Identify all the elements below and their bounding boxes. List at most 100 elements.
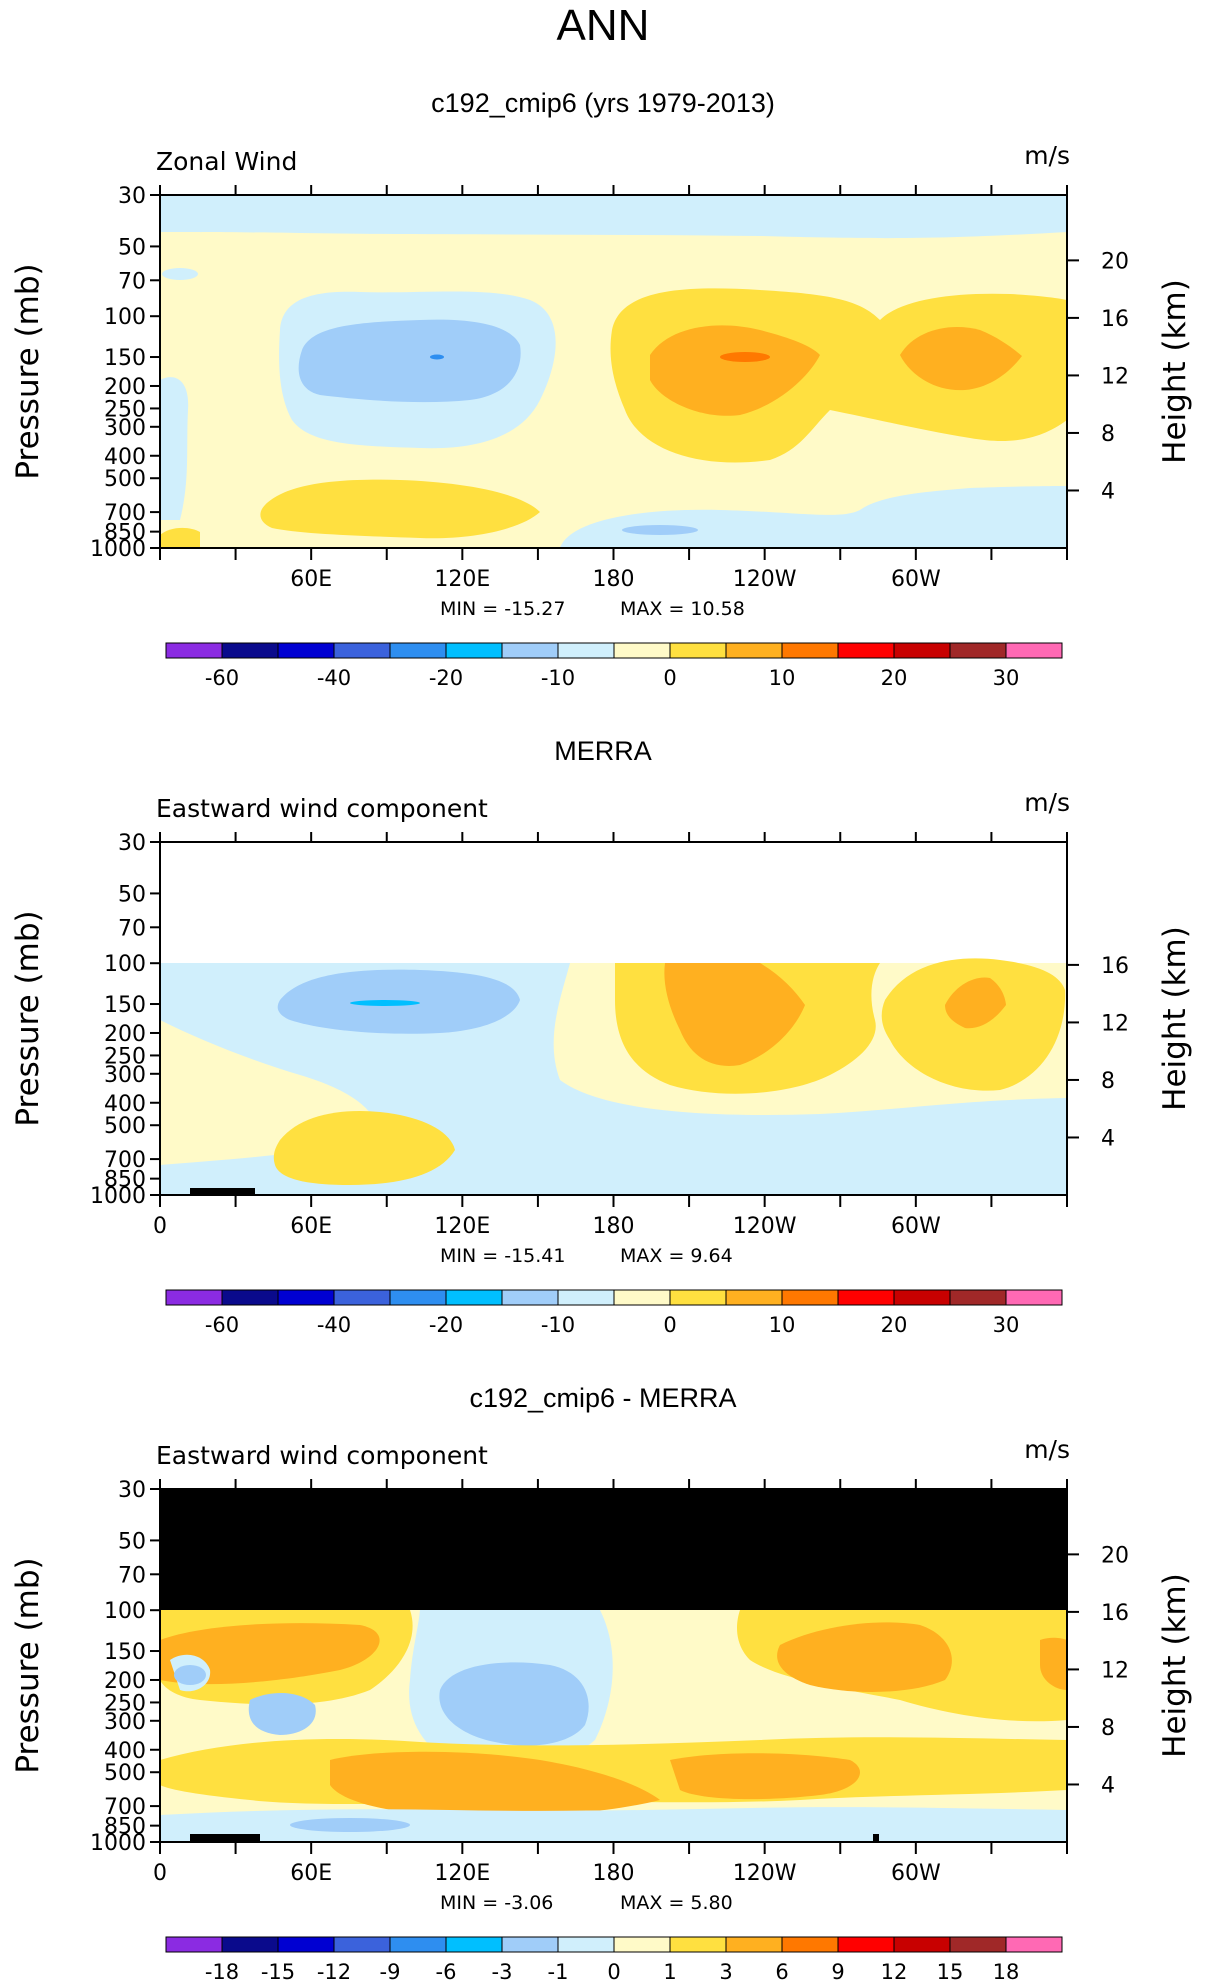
pressure-tick-label: 50: [118, 235, 146, 260]
colorbar-swatch: [221, 1289, 279, 1306]
colorbar-swatch: [613, 642, 671, 659]
contour-pos-west-core: [160, 1623, 380, 1685]
colorbar-label: 0: [607, 1960, 620, 1984]
height-tick-label: 20: [1101, 249, 1129, 274]
colorbar-swatch: [613, 1936, 671, 1953]
pressure-tick-label: 150: [104, 1640, 146, 1665]
y-axis-title: Pressure (mb): [10, 1557, 46, 1773]
colorbar-swatch: [221, 1936, 279, 1953]
colorbar-swatch: [837, 642, 895, 659]
y2-axis-title: Height (km): [1157, 1573, 1193, 1758]
pressure-tick-label: 250: [104, 397, 146, 422]
colorbar-swatch: [277, 1936, 335, 1953]
contour-neg-surface: [160, 1807, 1067, 1842]
panel-diff: c192_cmip6 - MERRA Eastward wind compone…: [156, 1383, 1070, 1843]
pressure-tick-label: 400: [104, 1092, 146, 1117]
lon-tick-label: 180: [593, 1861, 635, 1886]
lon-tick-label: 120W: [733, 1861, 797, 1886]
pressure-tick-label: 250: [104, 1044, 146, 1069]
colorbar-swatch: [781, 642, 839, 659]
colorbar-swatch: [781, 1936, 839, 1953]
pressure-tick-label: 150: [104, 993, 146, 1018]
colorbar-label: -20: [429, 666, 463, 690]
colorbar-label: -10: [541, 666, 575, 690]
colorbar-label: -3: [492, 1960, 513, 1984]
y2-axis-title: Height (km): [1157, 279, 1193, 464]
colorbar-swatch: [445, 642, 503, 659]
colorbar-swatch: [837, 1936, 895, 1953]
contour-neg-core: [439, 1662, 589, 1746]
pressure-tick-label: 300: [104, 1063, 146, 1088]
panel-obs: MERRA Eastward wind component m/s: [156, 736, 1070, 1196]
lon-tick-label: 0: [153, 1214, 167, 1239]
height-tick-label: 16: [1101, 307, 1129, 332]
pressure-tick-label: 700: [104, 1148, 146, 1173]
height-tick-label: 12: [1101, 364, 1129, 389]
contour-field: [160, 1489, 1067, 1842]
pressure-tick-label: 1000: [90, 1184, 146, 1209]
pressure-tick-label: 50: [118, 1529, 146, 1554]
colorbar-swatch: [389, 642, 447, 659]
colorbar-swatch: [669, 1936, 727, 1953]
colorbar-swatch: [389, 1936, 447, 1953]
units-label: m/s: [1024, 788, 1070, 817]
height-tick-label: 8: [1101, 1069, 1115, 1094]
contour-westerly-low-1: [260, 479, 540, 539]
colorbar-swatch: [557, 1289, 615, 1306]
pressure-tick-label: 850: [104, 1168, 146, 1193]
colorbar-label: -1: [548, 1960, 569, 1984]
colorbar-swatch: [949, 642, 1007, 659]
colorbar-swatch: [277, 1289, 335, 1306]
pressure-tick-label: 70: [118, 1563, 146, 1588]
colorbar-swatch: [893, 642, 951, 659]
max-label: MAX = 10.58: [620, 598, 745, 620]
contour-field: [160, 195, 1067, 548]
contour-easterly-low-core: [622, 525, 698, 535]
colorbar-label: -60: [205, 1313, 239, 1337]
colorbar-swatch: [893, 1936, 951, 1953]
field-label: Eastward wind component: [156, 1441, 488, 1470]
height-tick-label: 16: [1101, 954, 1129, 979]
colorbar-label: 12: [881, 1960, 908, 1984]
colorbar-label: 20: [881, 666, 908, 690]
height-tick-label: 4: [1101, 479, 1115, 504]
max-label: MAX = 9.64: [620, 1245, 733, 1267]
colorbar-swatch: [669, 1289, 727, 1306]
contour-neg-small-3: [248, 1693, 316, 1735]
panel-title: MERRA: [554, 736, 652, 766]
colorbar-swatch: [669, 642, 727, 659]
panel-title: c192_cmip6 (yrs 1979-2013): [431, 88, 775, 118]
contour-easterly-max: [350, 1000, 420, 1006]
height-tick-label: 16: [1101, 1601, 1129, 1626]
pressure-tick-label: 700: [104, 1795, 146, 1820]
colorbar-swatch: [781, 1289, 839, 1306]
pressure-tick-label: 200: [104, 375, 146, 400]
colorbar-label: 30: [993, 1313, 1020, 1337]
height-tick-label: 12: [1101, 1658, 1129, 1683]
y-axis-title: Pressure (mb): [10, 910, 46, 1126]
colorbar-swatch: [501, 1936, 559, 1953]
min-label: MIN = -15.27: [440, 598, 565, 620]
min-label: MIN = -3.06: [440, 1892, 553, 1914]
colorbar-swatch: [613, 1289, 671, 1306]
pressure-tick-label: 500: [104, 1761, 146, 1786]
pressure-tick-label: 200: [104, 1669, 146, 1694]
colorbar-swatch: [725, 1936, 783, 1953]
colorbar-label: 15: [937, 1960, 964, 1984]
contour-easterly-core: [298, 319, 521, 403]
lon-tick-label: 60E: [290, 1861, 332, 1886]
contour-neg-surface-core: [290, 1818, 410, 1832]
colorbar-label: 6: [775, 1960, 788, 1984]
units-label: m/s: [1024, 1435, 1070, 1464]
lon-tick-label: 180: [593, 567, 635, 592]
lon-tick-label: 120W: [733, 567, 797, 592]
colorbar-swatch: [165, 642, 223, 659]
lon-tick-label: 120E: [434, 1861, 490, 1886]
colorbar-swatch: [1005, 642, 1063, 659]
colorbar-swatch: [893, 1289, 951, 1306]
lon-tick-label: 60W: [891, 1861, 941, 1886]
contour-westerly-low-2: [160, 527, 200, 548]
pressure-tick-label: 100: [104, 1599, 146, 1624]
colorbar-swatch: [557, 642, 615, 659]
